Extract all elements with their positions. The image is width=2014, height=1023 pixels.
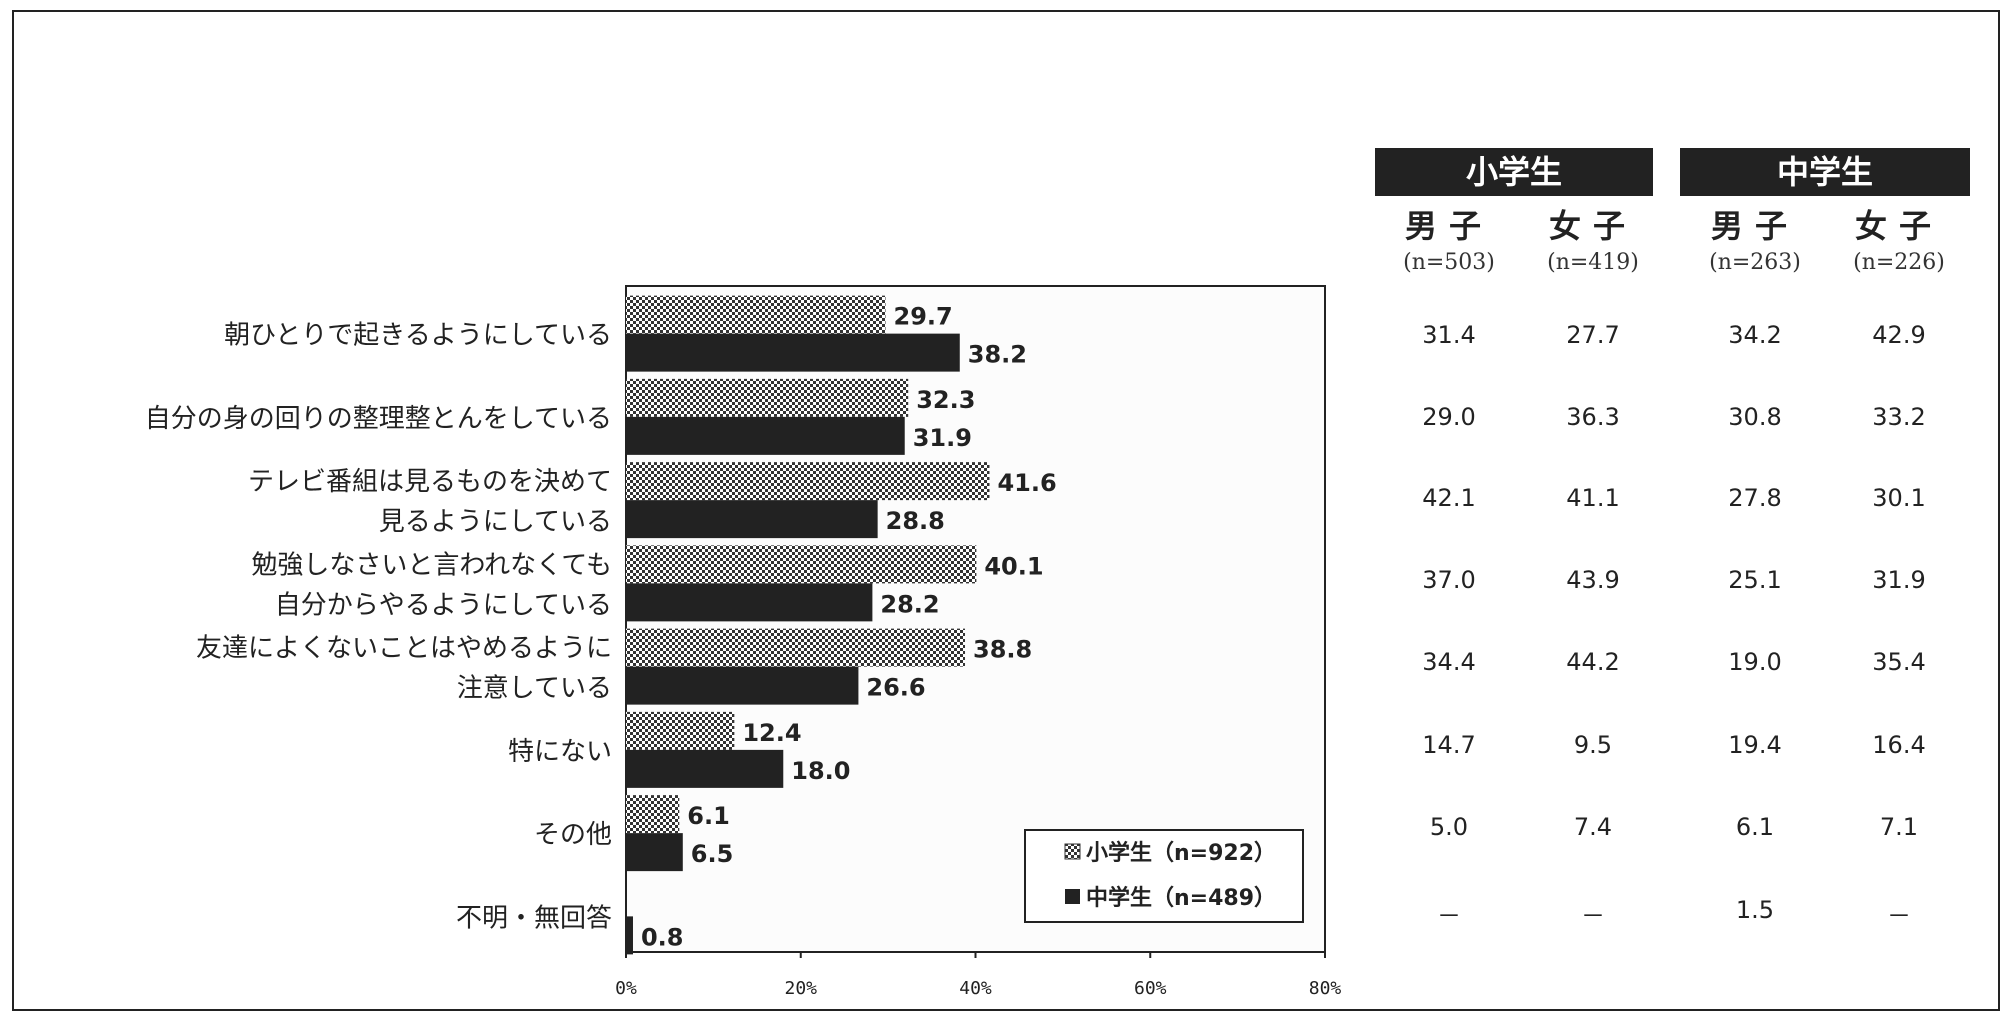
category-label: 自分からやるようにしている xyxy=(275,590,612,620)
table-cell: 34.2 xyxy=(1728,321,1782,349)
category-label: 朝ひとりで起きるようにしている xyxy=(224,321,612,351)
bar-junior-high xyxy=(626,916,633,955)
table-cell: － xyxy=(1887,902,1911,930)
category-label: 自分の身の回りの整理整とんをしている xyxy=(145,404,612,434)
bar-junior-high xyxy=(626,666,859,705)
column-sample-size: (n=263) xyxy=(1709,250,1801,275)
bar-value-label: 0.8 xyxy=(641,923,684,951)
category-label: 特にない xyxy=(508,737,612,767)
table-cell: 27.8 xyxy=(1728,484,1782,512)
table-cell: 7.4 xyxy=(1573,813,1613,841)
table-cell: 5.0 xyxy=(1429,813,1469,841)
table-cell: 19.4 xyxy=(1728,731,1782,759)
legend-label-elementary: 小学生（n=922） xyxy=(1086,840,1276,866)
bar-elementary xyxy=(626,462,990,501)
figure-frame xyxy=(12,10,2000,1011)
x-tick-label: 20% xyxy=(784,978,817,999)
bar-junior-high xyxy=(626,500,878,539)
table-cell: 31.9 xyxy=(1872,566,1926,594)
table-column-junior-high-girls: 女子 (n=226) xyxy=(1824,204,1974,278)
table-column-elementary-girls: 女子 (n=419) xyxy=(1518,204,1668,278)
bar-value-label: 40.1 xyxy=(984,552,1043,580)
table-cell: 41.1 xyxy=(1566,484,1620,512)
table-cell: 43.9 xyxy=(1566,566,1620,594)
table-cell: 42.9 xyxy=(1872,321,1926,349)
table-cell: 30.8 xyxy=(1728,403,1782,431)
column-sample-size: (n=419) xyxy=(1547,250,1639,275)
table-cell: 27.7 xyxy=(1566,321,1620,349)
category-label: 勉強しなさいと言われなくても xyxy=(251,550,612,580)
table-cell: 6.1 xyxy=(1735,813,1775,841)
table-group-header-junior-high: 中学生 xyxy=(1680,148,1970,196)
table-cell: 14.7 xyxy=(1422,731,1476,759)
column-sample-size: (n=226) xyxy=(1853,250,1945,275)
bar-junior-high xyxy=(626,416,905,455)
table-cell: 44.2 xyxy=(1566,648,1620,676)
bar-value-label: 38.2 xyxy=(968,341,1027,369)
bar-elementary xyxy=(626,545,977,584)
category-label: 注意している xyxy=(457,674,612,704)
table-cell: 9.5 xyxy=(1573,731,1613,759)
bar-junior-high xyxy=(626,749,784,788)
bar-value-label: 31.9 xyxy=(913,424,972,452)
column-sample-size: (n=503) xyxy=(1403,250,1495,275)
legend-swatch-junior-high xyxy=(1065,889,1080,904)
table-cell: 29.0 xyxy=(1422,403,1476,431)
bar-value-label: 18.0 xyxy=(791,757,850,785)
table-group-header-elementary: 小学生 xyxy=(1375,148,1653,196)
bar-value-label: 28.2 xyxy=(880,590,939,618)
table-cell: 25.1 xyxy=(1728,566,1782,594)
table-cell: 36.3 xyxy=(1566,403,1620,431)
bar-value-label: 6.5 xyxy=(691,840,734,868)
bar-value-label: 26.6 xyxy=(866,674,925,702)
category-label: その他 xyxy=(534,820,612,850)
bar-value-label: 28.8 xyxy=(886,507,945,535)
x-tick-label: 40% xyxy=(959,978,992,999)
legend-swatch-elementary xyxy=(1064,843,1081,860)
category-label: 見るようにしている xyxy=(379,507,612,537)
column-gender-label: 女子 xyxy=(1854,207,1943,245)
table-column-junior-high-boys: 男子 (n=263) xyxy=(1680,204,1830,278)
table-cell: 16.4 xyxy=(1872,731,1926,759)
legend-label-junior-high: 中学生（n=489） xyxy=(1086,885,1276,911)
column-gender-label: 男子 xyxy=(1710,207,1799,245)
category-label: 友達によくないことはやめるように xyxy=(196,634,612,664)
table-cell: 34.4 xyxy=(1422,648,1476,676)
bar-value-label: 38.8 xyxy=(973,636,1032,664)
table-cell: 7.1 xyxy=(1879,813,1919,841)
table-cell: 33.2 xyxy=(1872,403,1926,431)
x-tick-label: 0% xyxy=(615,978,637,999)
bar-junior-high xyxy=(626,833,683,872)
table-cell: － xyxy=(1437,902,1461,930)
table-column-elementary-boys: 男子 (n=503) xyxy=(1374,204,1524,278)
bar-elementary xyxy=(626,795,680,834)
legend: 小学生（n=922） 中学生（n=489） xyxy=(1024,829,1304,923)
column-gender-label: 女子 xyxy=(1548,207,1637,245)
bar-elementary xyxy=(626,711,735,750)
x-tick-label: 80% xyxy=(1309,978,1342,999)
table-cell: － xyxy=(1581,902,1605,930)
table-cell: 37.0 xyxy=(1422,566,1476,594)
table-cell: 19.0 xyxy=(1728,648,1782,676)
bar-elementary xyxy=(626,295,886,334)
column-gender-label: 男子 xyxy=(1404,207,1493,245)
bar-elementary xyxy=(626,378,909,417)
table-cell: 35.4 xyxy=(1872,648,1926,676)
bar-junior-high xyxy=(626,333,960,372)
bar-junior-high xyxy=(626,583,873,622)
table-cell: 42.1 xyxy=(1422,484,1476,512)
bar-value-label: 6.1 xyxy=(687,802,730,830)
table-cell: 30.1 xyxy=(1872,484,1926,512)
category-label: 不明・無回答 xyxy=(456,903,612,933)
table-cell: 31.4 xyxy=(1422,321,1476,349)
bar-value-label: 41.6 xyxy=(997,469,1056,497)
table-cell: 1.5 xyxy=(1735,896,1775,924)
bar-value-label: 12.4 xyxy=(742,719,801,747)
bar-value-label: 29.7 xyxy=(894,303,953,331)
bar-value-label: 32.3 xyxy=(916,386,975,414)
x-tick-label: 60% xyxy=(1134,978,1167,999)
category-label: テレビ番組は見るものを決めて xyxy=(248,467,612,497)
bar-elementary xyxy=(626,628,966,667)
